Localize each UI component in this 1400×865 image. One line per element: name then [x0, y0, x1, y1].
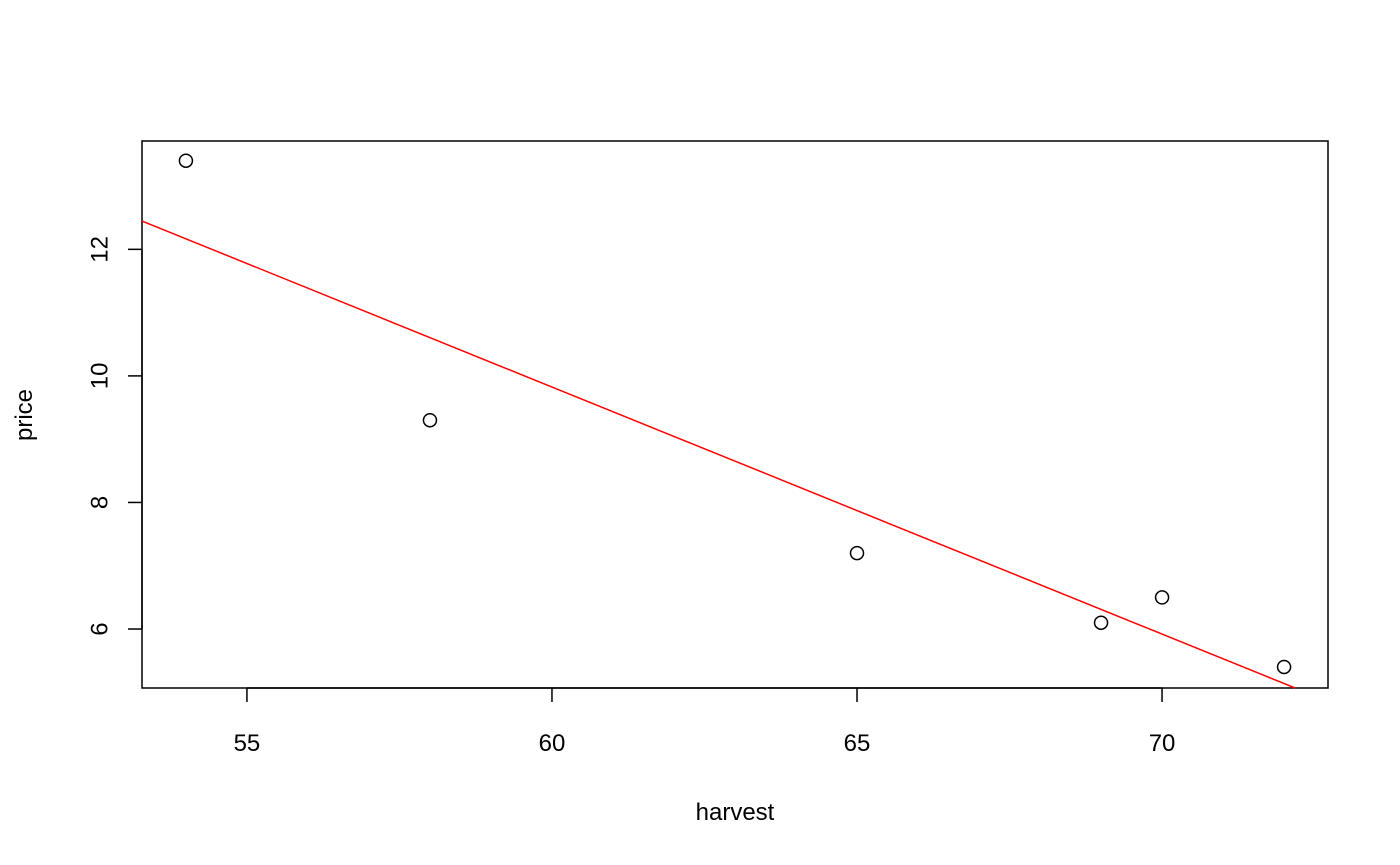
points-layer — [178, 153, 1292, 675]
x-tick-label: 65 — [844, 730, 871, 757]
data-point — [849, 545, 865, 561]
data-point — [1093, 615, 1109, 630]
data-point — [422, 412, 438, 428]
y-axis-title: price — [11, 389, 38, 441]
x-tick-label: 60 — [539, 730, 566, 757]
data-point — [178, 153, 194, 168]
y-tick-label: 6 — [87, 622, 114, 635]
x-tick-label: 55 — [234, 730, 261, 757]
data-point — [1154, 590, 1170, 605]
y-axis: 6 8 10 12 — [87, 236, 143, 636]
y-tick-label: 12 — [87, 236, 114, 263]
regression-line — [141, 220, 1296, 689]
x-axis-title: harvest — [696, 799, 775, 826]
y-tick-label: 10 — [87, 363, 114, 390]
x-axis: 55 60 65 70 — [234, 687, 1176, 757]
plot-frame — [141, 140, 1329, 689]
y-tick-label: 8 — [87, 496, 114, 509]
regression-line-layer — [141, 220, 1296, 689]
x-tick-label: 70 — [1149, 730, 1176, 757]
data-point — [1276, 659, 1292, 675]
